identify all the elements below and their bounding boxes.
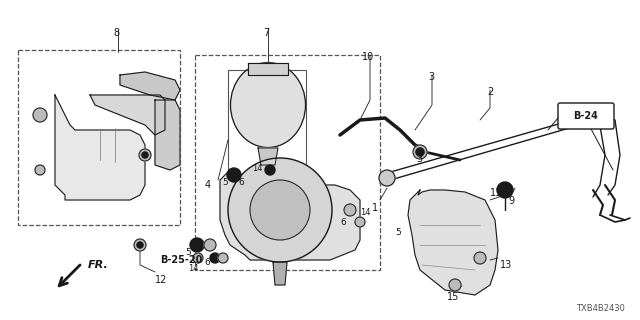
Text: 11: 11 (490, 188, 502, 198)
Ellipse shape (230, 62, 305, 148)
Text: 8: 8 (113, 28, 119, 38)
Text: 6: 6 (340, 218, 346, 227)
Polygon shape (220, 170, 360, 260)
Text: 14: 14 (188, 264, 198, 273)
Circle shape (210, 253, 220, 263)
Polygon shape (90, 95, 165, 135)
Text: 15: 15 (447, 292, 460, 302)
Text: 13: 13 (500, 260, 512, 270)
Circle shape (344, 204, 356, 216)
Circle shape (33, 108, 47, 122)
Text: FR.: FR. (88, 260, 109, 270)
Circle shape (413, 145, 427, 159)
Bar (195, 55, 380, 270)
Text: 10: 10 (362, 52, 374, 62)
Text: 6: 6 (204, 258, 210, 267)
Text: 4: 4 (205, 180, 211, 190)
Circle shape (134, 239, 146, 251)
Bar (18, 50, 180, 225)
Circle shape (204, 239, 216, 251)
Text: 5: 5 (222, 178, 228, 187)
Polygon shape (155, 100, 180, 170)
Circle shape (265, 165, 275, 175)
Circle shape (228, 158, 332, 262)
Circle shape (35, 165, 45, 175)
Polygon shape (408, 190, 498, 295)
Text: 9: 9 (508, 196, 514, 206)
Circle shape (142, 152, 148, 158)
Text: 1: 1 (372, 203, 378, 213)
Text: 7: 7 (263, 28, 269, 38)
Text: 3: 3 (428, 72, 434, 82)
Circle shape (355, 217, 365, 227)
Text: 5: 5 (185, 248, 191, 257)
Polygon shape (273, 262, 287, 285)
Circle shape (193, 253, 203, 263)
Circle shape (250, 180, 310, 240)
Circle shape (190, 238, 204, 252)
FancyBboxPatch shape (558, 103, 614, 129)
Text: 14: 14 (360, 208, 371, 217)
Text: 12: 12 (155, 275, 168, 285)
Circle shape (139, 149, 151, 161)
Text: 5: 5 (395, 228, 401, 237)
Text: 2: 2 (487, 87, 493, 97)
Circle shape (497, 182, 513, 198)
Circle shape (449, 279, 461, 291)
Circle shape (137, 242, 143, 248)
Polygon shape (248, 63, 288, 75)
Circle shape (379, 170, 395, 186)
Circle shape (227, 168, 241, 182)
Text: B-24: B-24 (573, 111, 598, 121)
Text: 6: 6 (238, 178, 244, 187)
Polygon shape (258, 148, 278, 165)
Polygon shape (55, 95, 145, 200)
Circle shape (218, 253, 228, 263)
Text: 14: 14 (252, 164, 262, 173)
Polygon shape (120, 72, 180, 100)
Circle shape (416, 148, 424, 156)
Text: 3: 3 (416, 154, 422, 164)
Bar (228, 70, 306, 180)
Circle shape (474, 252, 486, 264)
Text: B-25-20: B-25-20 (160, 255, 202, 265)
Text: TXB4B2430: TXB4B2430 (576, 304, 625, 313)
